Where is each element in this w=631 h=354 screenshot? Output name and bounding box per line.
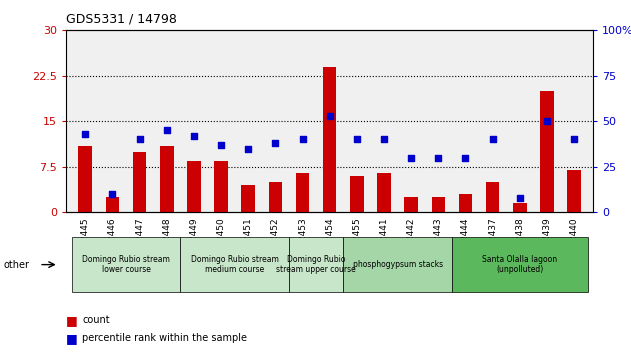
Point [433,155,444,161]
Bar [432,197,445,212]
Point [488,137,498,142]
Text: phosphogypsum stacks: phosphogypsum stacks [353,260,443,269]
Text: Domingo Rubio stream
medium course: Domingo Rubio stream medium course [191,255,278,274]
Bar [105,197,119,212]
Point [243,146,253,152]
Point [406,155,416,161]
Text: Santa Olalla lagoon
(unpolluted): Santa Olalla lagoon (unpolluted) [482,255,557,274]
Text: other: other [3,259,29,270]
Bar [78,145,92,212]
Bar [242,185,255,212]
Bar [540,91,554,212]
Text: Domingo Rubio stream
lower course: Domingo Rubio stream lower course [82,255,170,274]
Bar [215,161,228,212]
Bar [133,152,146,212]
Point [379,137,389,142]
Bar [269,182,282,212]
Point [297,137,307,142]
Point [162,127,172,133]
Text: percentile rank within the sample: percentile rank within the sample [82,333,247,343]
Text: ■: ■ [66,332,78,344]
Point [352,137,362,142]
Point [189,133,199,139]
Text: ■: ■ [66,314,78,327]
Bar [567,170,581,212]
Point [542,118,552,124]
Point [134,137,144,142]
Bar [323,67,336,212]
Point [324,113,334,119]
Bar [377,173,391,212]
Bar [513,203,527,212]
Bar [486,182,500,212]
Point [216,142,226,148]
Bar [404,197,418,212]
Point [515,195,525,201]
Bar [160,145,174,212]
Point [270,140,280,146]
Point [107,191,117,197]
Bar [459,194,472,212]
Text: count: count [82,315,110,325]
Bar [187,161,201,212]
Point [461,155,471,161]
Text: Domingo Rubio
stream upper course: Domingo Rubio stream upper course [276,255,356,274]
Bar [296,173,309,212]
Point [80,131,90,137]
Bar [350,176,363,212]
Point [569,137,579,142]
Text: GDS5331 / 14798: GDS5331 / 14798 [66,12,177,25]
